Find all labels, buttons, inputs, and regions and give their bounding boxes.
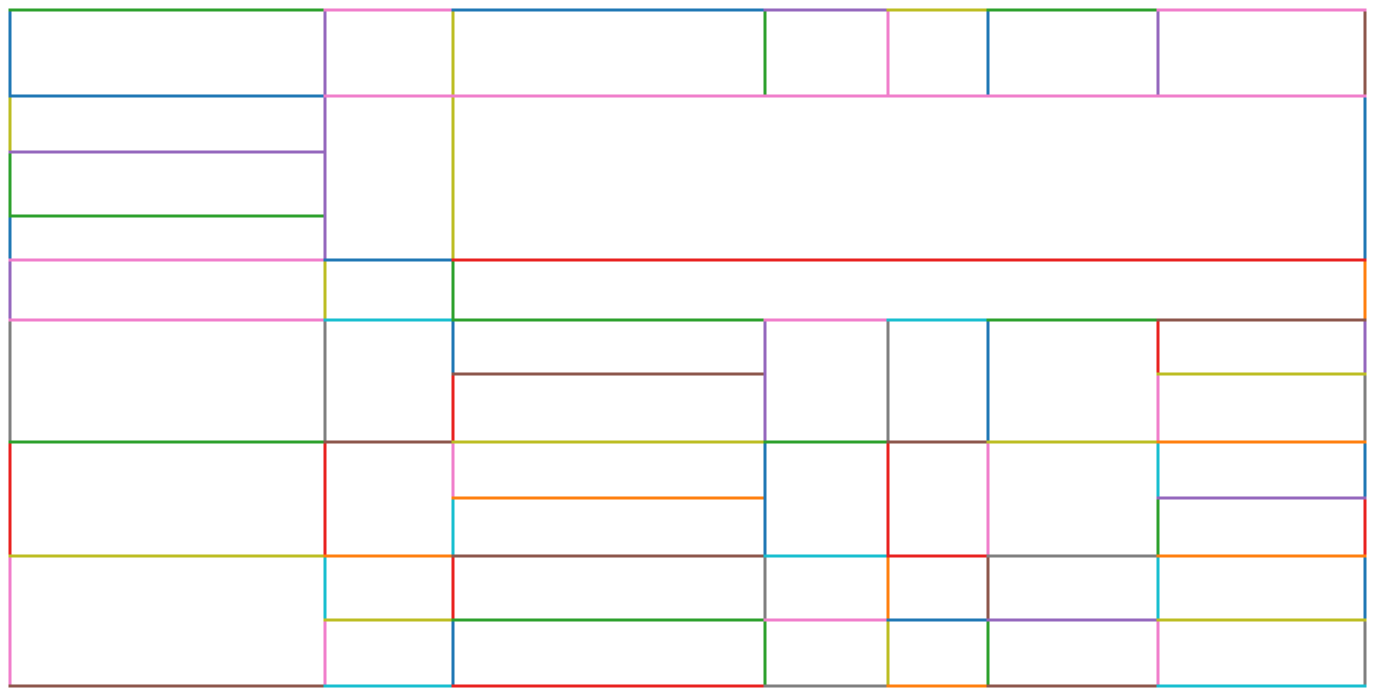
rectangle xyxy=(1156,618,1367,688)
rectangle-group xyxy=(8,8,1367,688)
